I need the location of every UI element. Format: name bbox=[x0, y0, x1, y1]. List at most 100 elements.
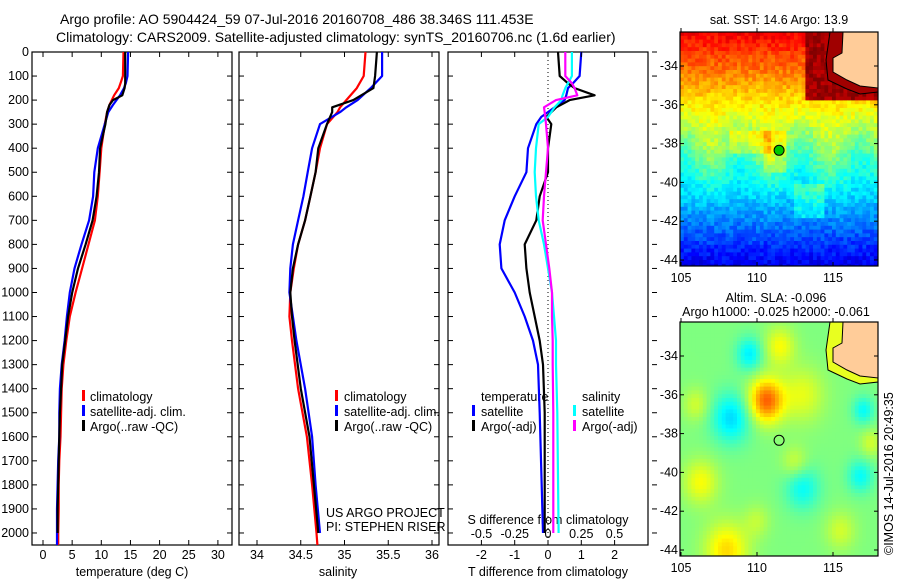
x-tick-label: -1 bbox=[509, 548, 520, 562]
argo-float-marker bbox=[773, 434, 785, 446]
sla-map-subtitle: Argo h1000: -0.025 h2000: -0.061 bbox=[682, 305, 870, 319]
legend-label-satellite: satellite-adj. clim. bbox=[90, 405, 186, 419]
title-line-2: Climatology: CARS2009. Satellite-adjuste… bbox=[56, 29, 616, 45]
y-tick-label: 600 bbox=[8, 189, 29, 203]
sla-map-panel: Altim. SLA: -0.096 Argo h1000: -0.025 h2… bbox=[660, 291, 879, 575]
project-label: US ARGO PROJECT bbox=[326, 506, 445, 520]
lat-tick-label: -38 bbox=[660, 427, 678, 441]
legend-label-satellite: satellite-adj. clim. bbox=[344, 405, 440, 419]
s-tick-label: -0.5 bbox=[471, 527, 493, 541]
lat-tick-label: -34 bbox=[660, 349, 678, 363]
s-tick-label: 0.25 bbox=[569, 527, 593, 541]
legend-swatch-satellite bbox=[82, 405, 85, 416]
series-line-temperature-argo-adj bbox=[523, 51, 596, 533]
legend-label-argo: Argo(..raw -QC) bbox=[90, 420, 178, 434]
legend-swatch-s-satellite bbox=[573, 405, 576, 416]
series-line-salinity-satellite bbox=[533, 52, 573, 534]
series-line-satellite-adj-clim bbox=[55, 51, 130, 545]
s-tick-label: -0.25 bbox=[501, 527, 530, 541]
y-tick-label: 400 bbox=[8, 141, 29, 155]
x-tick-label: 1 bbox=[578, 548, 585, 562]
difference-panel: T difference from climatology S differen… bbox=[447, 51, 657, 579]
lat-tick-label: -36 bbox=[660, 388, 678, 402]
legend-swatch-satellite bbox=[335, 405, 338, 416]
temperature-legend: climatology satellite-adj. clim. Argo(..… bbox=[82, 390, 186, 434]
lat-tick-label: -42 bbox=[660, 504, 678, 518]
series-line-salinity-argo-adj bbox=[541, 52, 579, 533]
lat-tick-label: -36 bbox=[660, 98, 678, 112]
y-tick-label: 1300 bbox=[1, 358, 29, 372]
s-difference-label: S difference from climatology bbox=[468, 513, 630, 527]
x-tick-label: 15 bbox=[123, 548, 137, 562]
salinity-xlabel: salinity bbox=[319, 565, 358, 579]
x-tick-label: 0 bbox=[40, 548, 47, 562]
lon-tick-label: 115 bbox=[823, 271, 843, 285]
y-tick-label: 1600 bbox=[1, 430, 29, 444]
legend-label-s-satellite: satellite bbox=[582, 405, 624, 419]
difference-legend: temperature satellite Argo(-adj) salinit… bbox=[472, 390, 638, 434]
lat-tick-label: -40 bbox=[660, 465, 678, 479]
lat-tick-label: -42 bbox=[660, 214, 678, 228]
map-frame bbox=[679, 31, 879, 267]
x-tick-label: -2 bbox=[476, 548, 487, 562]
lat-tick-label: -44 bbox=[660, 543, 678, 557]
lat-tick-label: -44 bbox=[660, 253, 678, 267]
map-frame bbox=[679, 321, 879, 557]
series-line-argo-raw-qc bbox=[289, 51, 378, 534]
legend-label-t-satellite: satellite bbox=[481, 405, 523, 419]
y-tick-label: 1900 bbox=[1, 502, 29, 516]
temperature-xlabel: temperature (deg C) bbox=[76, 565, 189, 579]
salinity-panel: salinity climatology satellite-adj. clim… bbox=[238, 51, 445, 579]
legend-swatch-argo bbox=[335, 420, 338, 431]
s-tick-label: 0.5 bbox=[606, 527, 623, 541]
series-line-argo-raw-qc bbox=[56, 52, 127, 533]
legend-label-t-argo: Argo(-adj) bbox=[481, 420, 537, 434]
y-tick-label: 700 bbox=[8, 213, 29, 227]
legend-swatch-s-argo bbox=[573, 420, 576, 431]
legend-swatch-t-satellite bbox=[472, 405, 475, 416]
y-tick-label: 300 bbox=[8, 117, 29, 131]
x-tick-label: 10 bbox=[94, 548, 108, 562]
y-tick-label: 1200 bbox=[1, 334, 29, 348]
y-tick-label: 100 bbox=[8, 69, 29, 83]
series-line-temperature-satellite bbox=[498, 51, 583, 534]
legend-label-s-argo: Argo(-adj) bbox=[582, 420, 638, 434]
t-difference-xlabel: T difference from climatology bbox=[468, 565, 629, 579]
x-tick-label: 34.5 bbox=[289, 548, 313, 562]
sst-map-panel: sat. SST: 14.6 Argo: 13.9 -34 -36 -38 -40 -4… bbox=[660, 13, 879, 285]
y-tick-label: 2000 bbox=[1, 526, 29, 540]
y-tick-label: 1100 bbox=[2, 310, 29, 324]
y-tick-label: 800 bbox=[8, 237, 29, 251]
legend-swatch-t-argo bbox=[472, 420, 475, 431]
x-tick-label: 25 bbox=[182, 548, 196, 562]
x-tick-label: 5 bbox=[69, 548, 76, 562]
y-tick-label: 500 bbox=[8, 165, 29, 179]
s-tick-label: 0 bbox=[545, 527, 552, 541]
title-line-1: Argo profile: AO 5904424_59 07-Jul-2016 … bbox=[60, 11, 534, 27]
x-tick-label: 20 bbox=[153, 548, 167, 562]
pi-label: PI: STEPHEN RISER bbox=[326, 520, 445, 534]
y-tick-label: 1500 bbox=[1, 406, 29, 420]
legend-swatch-climatology bbox=[335, 390, 338, 401]
copyright-timestamp: ©IMOS 14-Jul-2016 20:49:35 bbox=[882, 392, 896, 555]
legend-heading-salinity: salinity bbox=[582, 390, 621, 404]
x-tick-label: 35 bbox=[338, 548, 352, 562]
x-tick-label: 30 bbox=[211, 548, 225, 562]
x-tick-label: 2 bbox=[611, 548, 618, 562]
argo-float-marker bbox=[773, 144, 785, 156]
x-tick-label: 36 bbox=[425, 548, 439, 562]
lon-tick-label: 110 bbox=[747, 561, 767, 575]
map-field bbox=[680, 322, 878, 556]
lon-tick-label: 105 bbox=[671, 561, 692, 575]
lon-tick-label: 110 bbox=[747, 271, 767, 285]
series-line-satellite-adj-clim bbox=[288, 52, 384, 534]
legend-label-climatology: climatology bbox=[90, 390, 153, 404]
salinity-axes-frame bbox=[238, 51, 440, 546]
legend-heading-temperature: temperature bbox=[481, 390, 548, 404]
y-tick-label: 0 bbox=[22, 45, 29, 59]
y-tick-label: 900 bbox=[8, 261, 29, 275]
y-tick-label: 1400 bbox=[1, 382, 29, 396]
x-tick-label: 35.5 bbox=[376, 548, 400, 562]
legend-label-climatology: climatology bbox=[344, 390, 407, 404]
